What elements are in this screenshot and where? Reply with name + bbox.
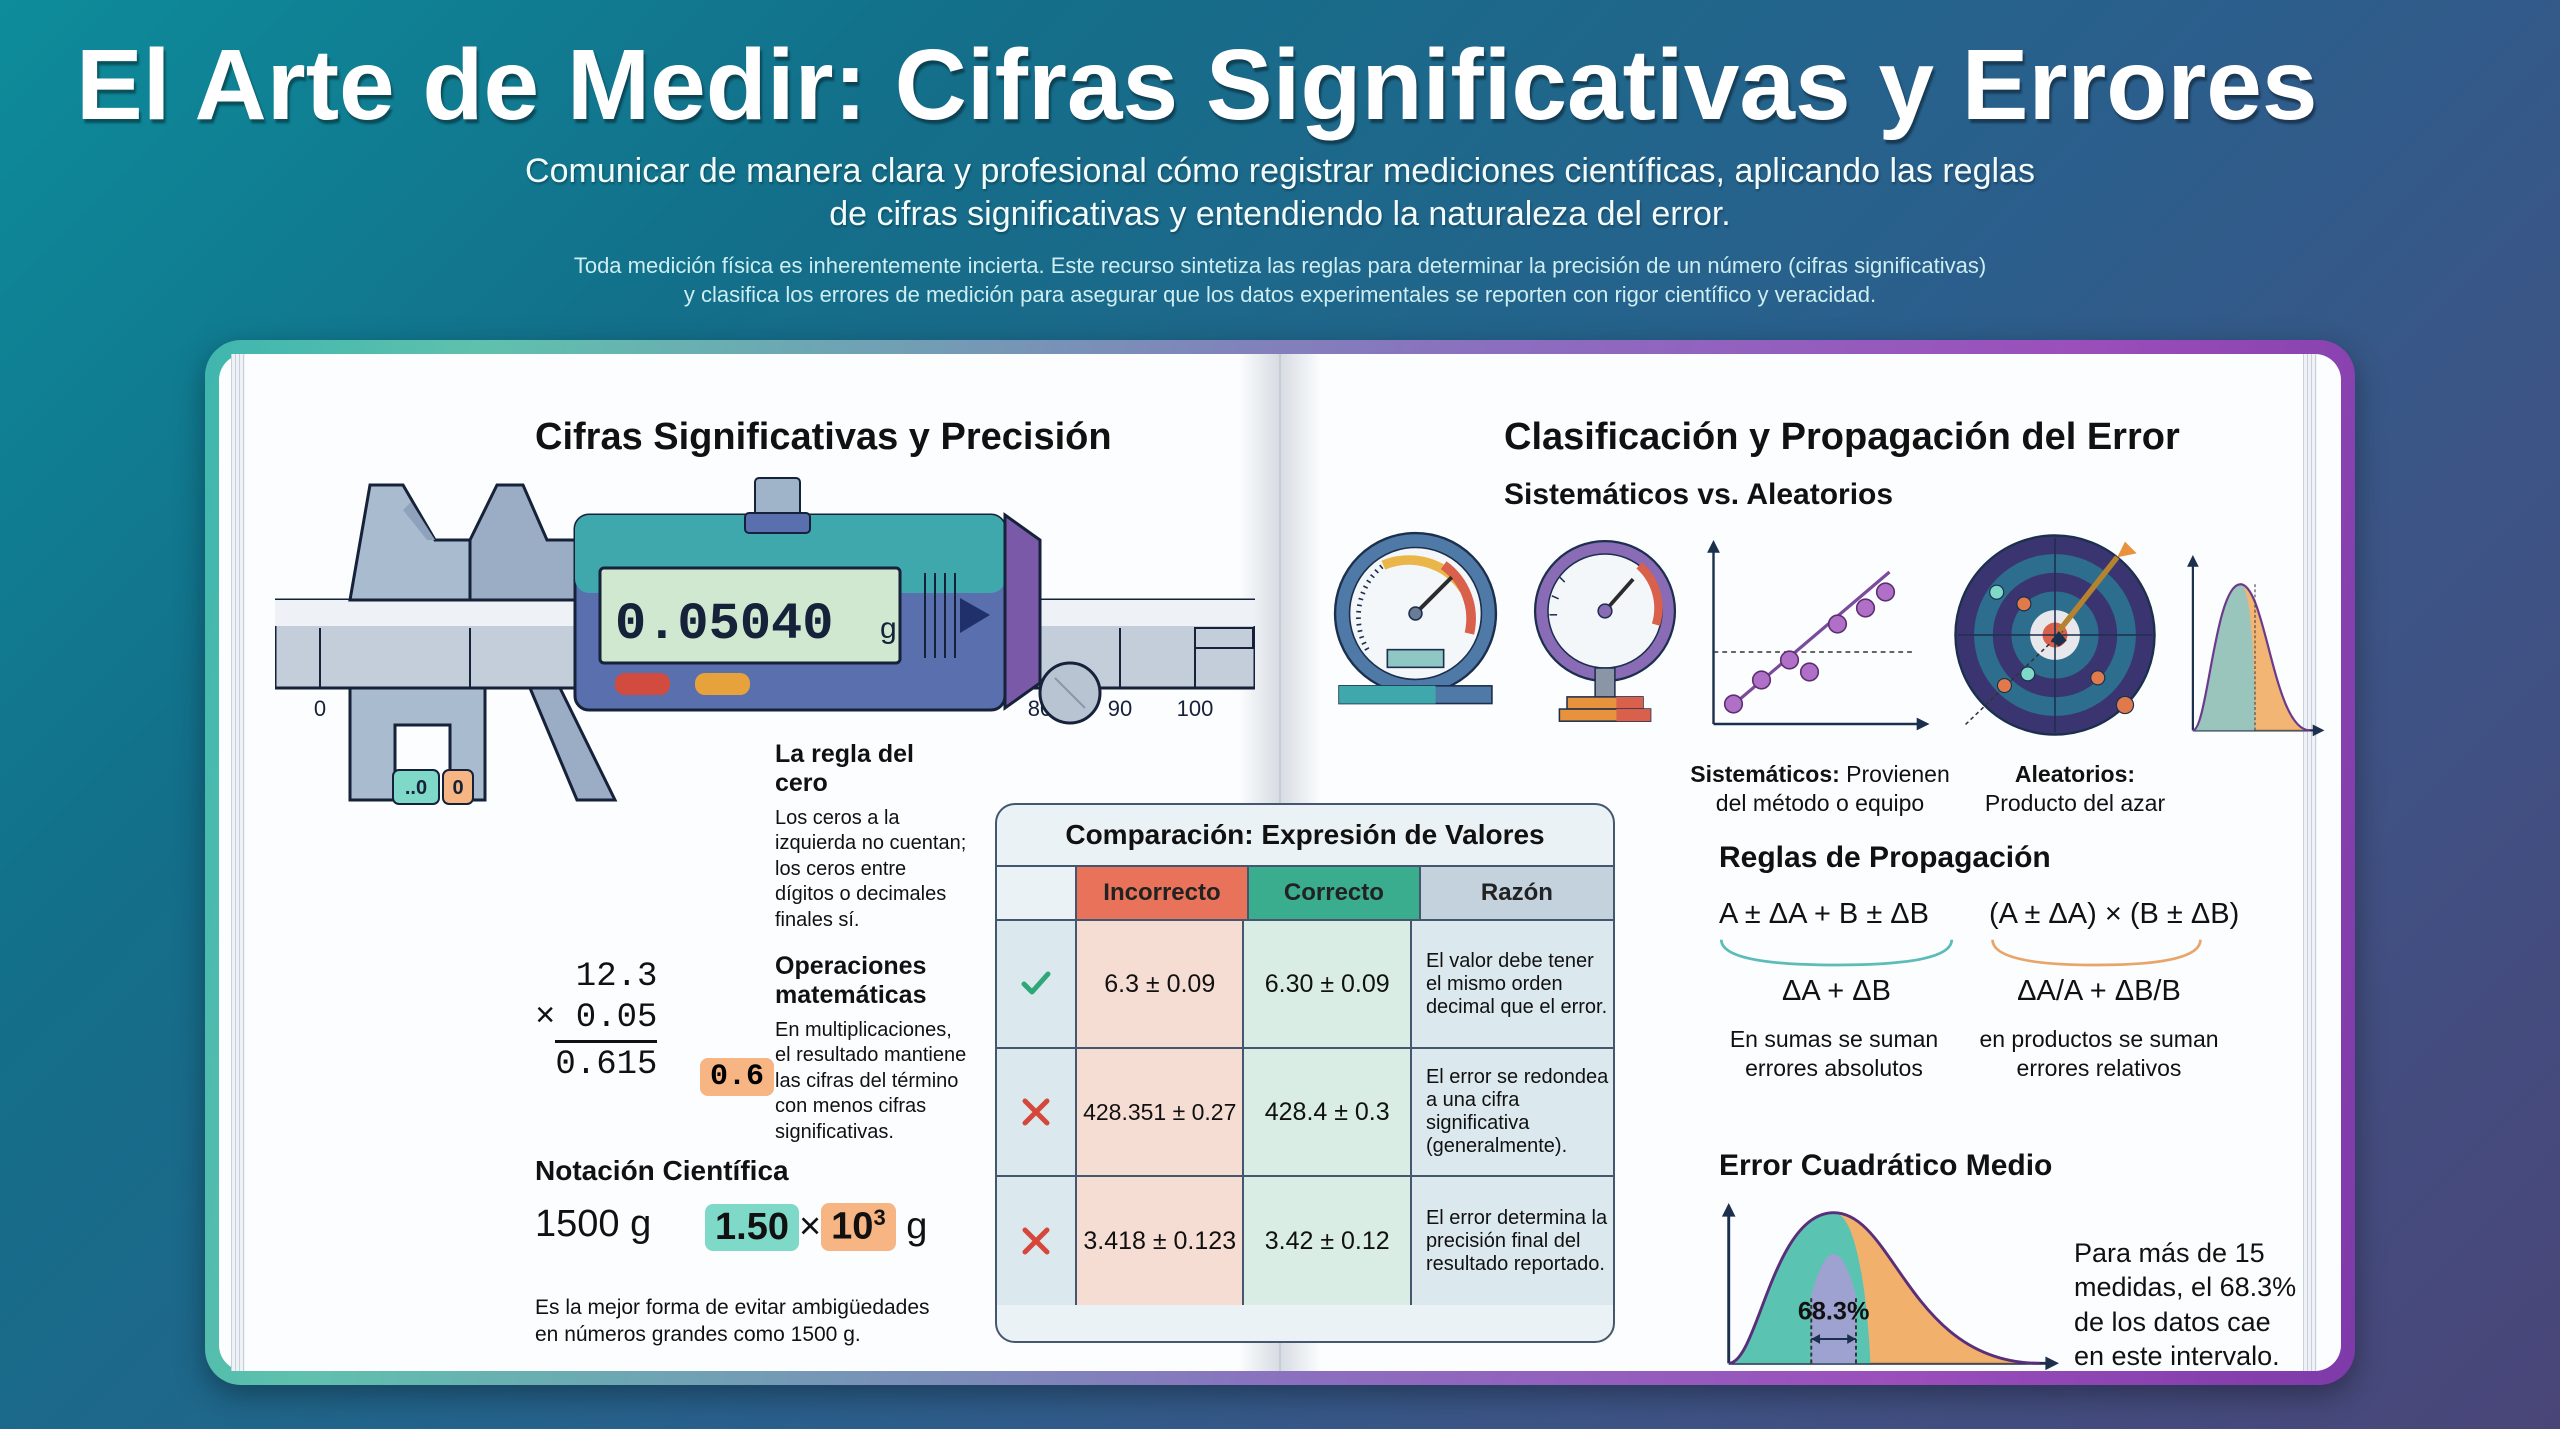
svg-text:90: 90 — [1108, 696, 1132, 721]
svg-text:0: 0 — [314, 696, 326, 721]
svg-text:100: 100 — [1177, 696, 1214, 721]
svg-text:0.05040: 0.05040 — [615, 595, 833, 654]
svg-text:0: 0 — [452, 777, 463, 799]
svg-text:g: g — [880, 612, 897, 645]
svg-text:..0: ..0 — [405, 777, 427, 799]
svg-text:68.3%: 68.3% — [1798, 1298, 1870, 1326]
